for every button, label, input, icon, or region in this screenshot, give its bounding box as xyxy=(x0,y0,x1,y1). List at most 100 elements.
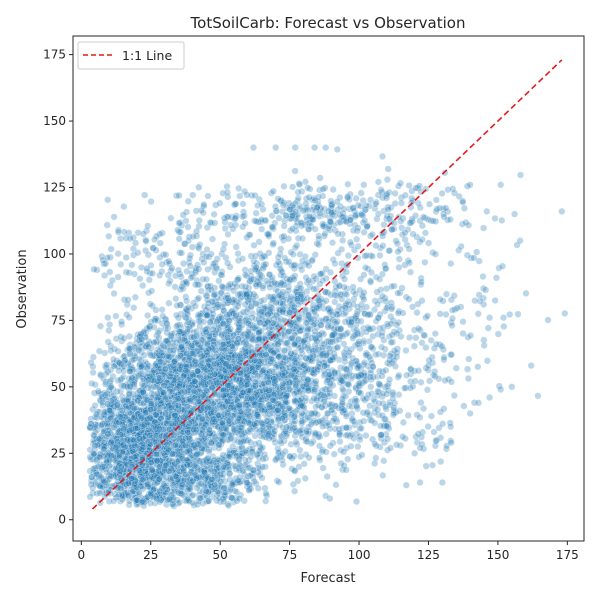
data-point xyxy=(308,257,316,265)
data-point xyxy=(323,473,331,481)
data-point xyxy=(220,410,228,418)
data-point xyxy=(274,449,282,457)
data-point xyxy=(125,313,133,321)
data-point xyxy=(160,382,168,390)
data-point xyxy=(184,339,192,347)
data-point xyxy=(279,300,287,308)
data-point xyxy=(251,400,259,408)
data-point xyxy=(124,296,132,304)
data-point xyxy=(159,312,167,320)
data-point xyxy=(107,414,115,422)
data-point xyxy=(183,327,191,335)
data-point xyxy=(91,402,99,410)
data-point xyxy=(305,386,313,394)
data-point xyxy=(255,334,263,342)
data-point xyxy=(278,414,286,422)
data-point xyxy=(367,383,375,391)
data-point xyxy=(163,441,171,449)
data-point xyxy=(227,395,235,403)
data-point xyxy=(172,311,180,319)
data-point xyxy=(269,396,277,404)
data-point xyxy=(225,310,233,318)
data-point xyxy=(146,373,154,381)
data-point xyxy=(97,473,105,481)
data-point xyxy=(282,392,290,400)
data-point xyxy=(88,380,96,388)
data-point xyxy=(186,397,194,405)
data-point xyxy=(417,378,425,386)
data-point xyxy=(155,425,163,433)
data-point xyxy=(266,403,274,411)
data-point xyxy=(133,424,141,432)
data-point xyxy=(104,452,112,460)
data-point xyxy=(190,377,198,385)
data-point xyxy=(342,268,350,276)
data-point xyxy=(358,451,366,459)
data-point xyxy=(215,441,223,449)
data-point xyxy=(259,455,267,463)
data-point xyxy=(182,366,190,374)
data-point xyxy=(225,417,233,425)
data-point xyxy=(300,460,308,468)
data-point xyxy=(207,439,215,447)
data-point xyxy=(92,410,100,418)
data-point xyxy=(205,345,213,353)
data-point xyxy=(255,447,263,455)
data-point xyxy=(265,271,273,279)
data-point xyxy=(184,303,192,311)
data-point xyxy=(105,327,113,335)
data-point xyxy=(124,436,132,444)
data-point xyxy=(356,418,364,426)
data-point xyxy=(247,275,255,283)
data-point xyxy=(239,388,247,396)
data-point xyxy=(292,438,300,446)
data-point xyxy=(298,266,306,274)
data-point xyxy=(254,413,262,421)
data-point xyxy=(107,472,115,480)
data-point xyxy=(315,454,323,462)
data-point xyxy=(104,430,112,438)
data-point xyxy=(223,425,231,433)
data-point xyxy=(225,297,233,305)
data-point xyxy=(174,332,182,340)
data-point xyxy=(145,362,153,370)
data-point xyxy=(276,389,284,397)
data-point xyxy=(322,448,330,456)
data-point xyxy=(103,361,111,369)
data-point xyxy=(326,442,334,450)
data-point xyxy=(290,390,298,398)
data-point xyxy=(91,423,99,431)
data-point xyxy=(500,322,508,330)
data-point xyxy=(172,295,180,303)
data-point xyxy=(105,232,113,240)
data-point xyxy=(107,383,115,391)
data-point xyxy=(203,367,211,375)
data-point xyxy=(115,491,123,499)
data-point xyxy=(235,402,243,410)
data-point xyxy=(301,474,309,482)
data-point xyxy=(138,498,146,506)
data-point xyxy=(251,432,259,440)
data-point xyxy=(195,397,203,405)
data-point xyxy=(253,391,261,399)
data-point xyxy=(126,367,134,375)
data-point xyxy=(171,412,179,420)
data-point xyxy=(100,445,108,453)
data-point xyxy=(290,341,298,349)
data-point xyxy=(110,497,118,505)
data-point xyxy=(118,430,126,438)
data-point xyxy=(146,351,154,359)
data-point xyxy=(131,480,139,488)
data-point xyxy=(274,258,282,266)
data-point xyxy=(277,279,285,287)
data-point xyxy=(474,310,482,318)
data-point xyxy=(152,306,160,314)
data-point xyxy=(156,404,164,412)
data-point xyxy=(166,346,174,354)
data-point xyxy=(95,347,103,355)
data-point xyxy=(227,404,235,412)
data-point xyxy=(87,480,95,488)
data-point xyxy=(107,347,115,355)
data-point xyxy=(144,312,152,320)
